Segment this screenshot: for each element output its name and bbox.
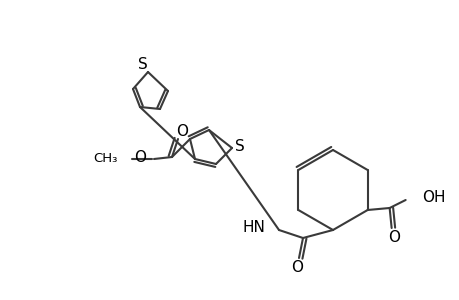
Text: OH: OH [421, 190, 444, 206]
Text: O: O [176, 124, 188, 139]
Text: S: S [235, 139, 244, 154]
Text: HN: HN [241, 220, 264, 235]
Text: O: O [387, 230, 399, 244]
Text: S: S [138, 56, 147, 71]
Text: O: O [291, 260, 302, 274]
Text: O: O [134, 149, 146, 164]
Text: CH₃: CH₃ [94, 152, 118, 164]
